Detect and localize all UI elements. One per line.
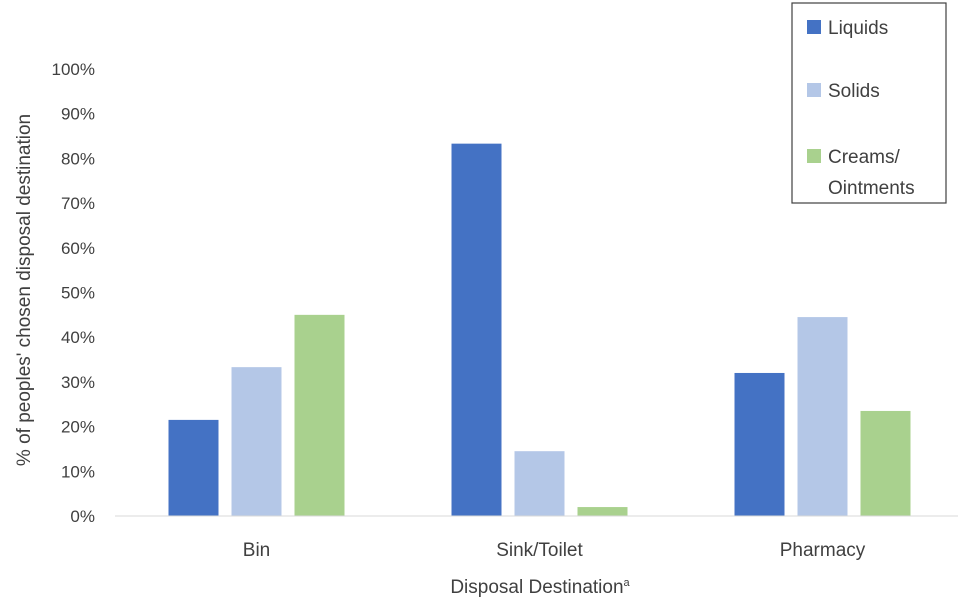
legend: Liquids Solids Creams/Ointments — [791, 2, 947, 204]
legend-swatch — [807, 20, 821, 34]
y-tick-label: 30% — [61, 373, 95, 392]
legend-border — [791, 2, 947, 204]
bar — [451, 143, 502, 517]
legend-label: Creams/Ointments — [828, 147, 915, 199]
y-tick-label: 40% — [61, 328, 95, 347]
y-tick-label: 50% — [61, 284, 95, 303]
y-tick-label: 100% — [52, 60, 95, 79]
x-axis-title-text: Disposal Destination — [450, 577, 623, 598]
bar — [231, 367, 282, 516]
bar — [734, 372, 785, 516]
bar — [168, 419, 219, 516]
bar — [514, 451, 565, 516]
y-tick-label: 10% — [61, 462, 95, 481]
y-tick-label: 90% — [61, 105, 95, 124]
y-tick-label: 80% — [61, 149, 95, 168]
bar — [860, 410, 911, 516]
x-tick-label: Sink/Toilet — [496, 540, 583, 561]
x-axis-categories: Bin Sink/Toilet Pharmacy — [243, 540, 866, 561]
legend-label: Liquids — [828, 18, 888, 39]
bar — [577, 507, 628, 516]
legend-label: Solids — [828, 81, 880, 102]
x-tick-label: Pharmacy — [780, 540, 866, 561]
y-axis-ticks: 0% 10% 20% 30% 40% 50% 60% 70% 80% 90% 100% — [52, 60, 95, 526]
y-tick-label: 20% — [61, 418, 95, 437]
x-tick-label: Bin — [243, 540, 270, 561]
x-axis-title: Disposal Destinationa — [450, 577, 630, 598]
bar — [797, 317, 848, 516]
bars — [168, 143, 911, 517]
bar — [294, 314, 345, 516]
legend-swatch — [807, 83, 821, 97]
legend-swatch — [807, 149, 821, 163]
y-axis-title: % of peoples' chosen disposal destinatio… — [14, 114, 35, 466]
y-tick-label: 70% — [61, 194, 95, 213]
x-axis-title-superscript: a — [624, 577, 631, 589]
y-tick-label: 0% — [70, 507, 95, 526]
y-tick-label: 60% — [61, 239, 95, 258]
